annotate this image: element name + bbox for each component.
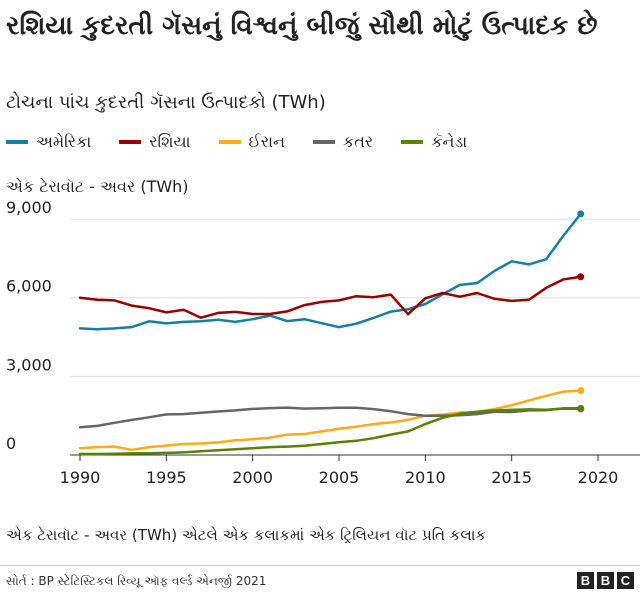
bbc-logo: B B C (574, 572, 634, 589)
series-line (78, 275, 582, 319)
bbc-logo-letter: B (597, 572, 614, 589)
legend-item: કતર (313, 130, 373, 154)
legend-swatch (119, 140, 142, 144)
legend-swatch (6, 140, 28, 144)
chart-legend: અમેરિકા રશિયા ઈરાન કતર કૅનેડા (6, 130, 495, 154)
chart-subtitle: ટોચના પાંચ કુદરતી ગૅસના ઉત્પાદકો (TWh) (6, 92, 326, 113)
y-tick-label: 0 (6, 434, 16, 453)
legend-swatch (313, 140, 335, 144)
legend-label: કૅનેડા (431, 132, 468, 151)
x-tick-label: 1995 (146, 468, 187, 487)
legend-item: અમેરિકા (6, 130, 91, 154)
y-axis-unit-label: એક ટેરાવૉટ - અવર (TWh) (6, 177, 189, 196)
x-tick-label: 2005 (319, 468, 360, 487)
series-end-point (577, 273, 585, 281)
line-chart: 0 3,000 6,000 9,000 1990 1995 2000 2005 2010 201… (6, 198, 640, 487)
legend-label: ઈરાન (248, 132, 285, 151)
chart-title: રશિયા કુદરતી ગૅસનું વિશ્વનું બીજું સૌથી … (6, 11, 598, 41)
series-line (78, 407, 582, 456)
y-tick-label: 6,000 (6, 277, 52, 296)
source-note: સોર્ત : BP સ્ટેટિસ્ટિકલ રિવ્યૂ ઑફ વર્લ્ડ… (6, 574, 267, 588)
y-tick-label: 9,000 (6, 198, 52, 217)
series-line (78, 406, 582, 429)
bbc-logo-letter: C (617, 572, 634, 589)
series-end-point (577, 405, 585, 413)
footnote: એક ટેરાવૉટ - અવર (TWh) એટલે એક કલાકમાં એ… (6, 526, 486, 544)
y-tick-labels: 0 3,000 6,000 9,000 (6, 198, 52, 453)
x-tick-label: 2000 (232, 468, 273, 487)
x-tick-label: 2020 (578, 468, 619, 487)
legend-item: ઈરાન (218, 130, 285, 154)
legend-swatch (401, 140, 424, 144)
legend-label: રશિયા (149, 132, 191, 151)
x-tick-label: 1990 (60, 468, 101, 487)
footer-divider (0, 565, 640, 566)
bbc-logo-letter: B (577, 572, 594, 589)
legend-label: અમેરિકા (36, 132, 92, 151)
legend-item: કૅનેડા (401, 130, 467, 154)
series-lines (78, 210, 585, 456)
x-tick-label: 2010 (405, 468, 446, 487)
y-tick-label: 3,000 (6, 355, 52, 374)
series-end-point (577, 387, 585, 395)
x-tick-label: 2015 (491, 468, 532, 487)
legend-item: રશિયા (119, 130, 191, 154)
legend-label: કતર (343, 132, 374, 151)
legend-swatch (218, 140, 241, 144)
x-axis: 1990 1995 2000 2005 2010 2015 2020 (60, 454, 640, 487)
series-end-point (577, 210, 585, 218)
series-line (78, 212, 582, 331)
series-line (78, 389, 582, 452)
